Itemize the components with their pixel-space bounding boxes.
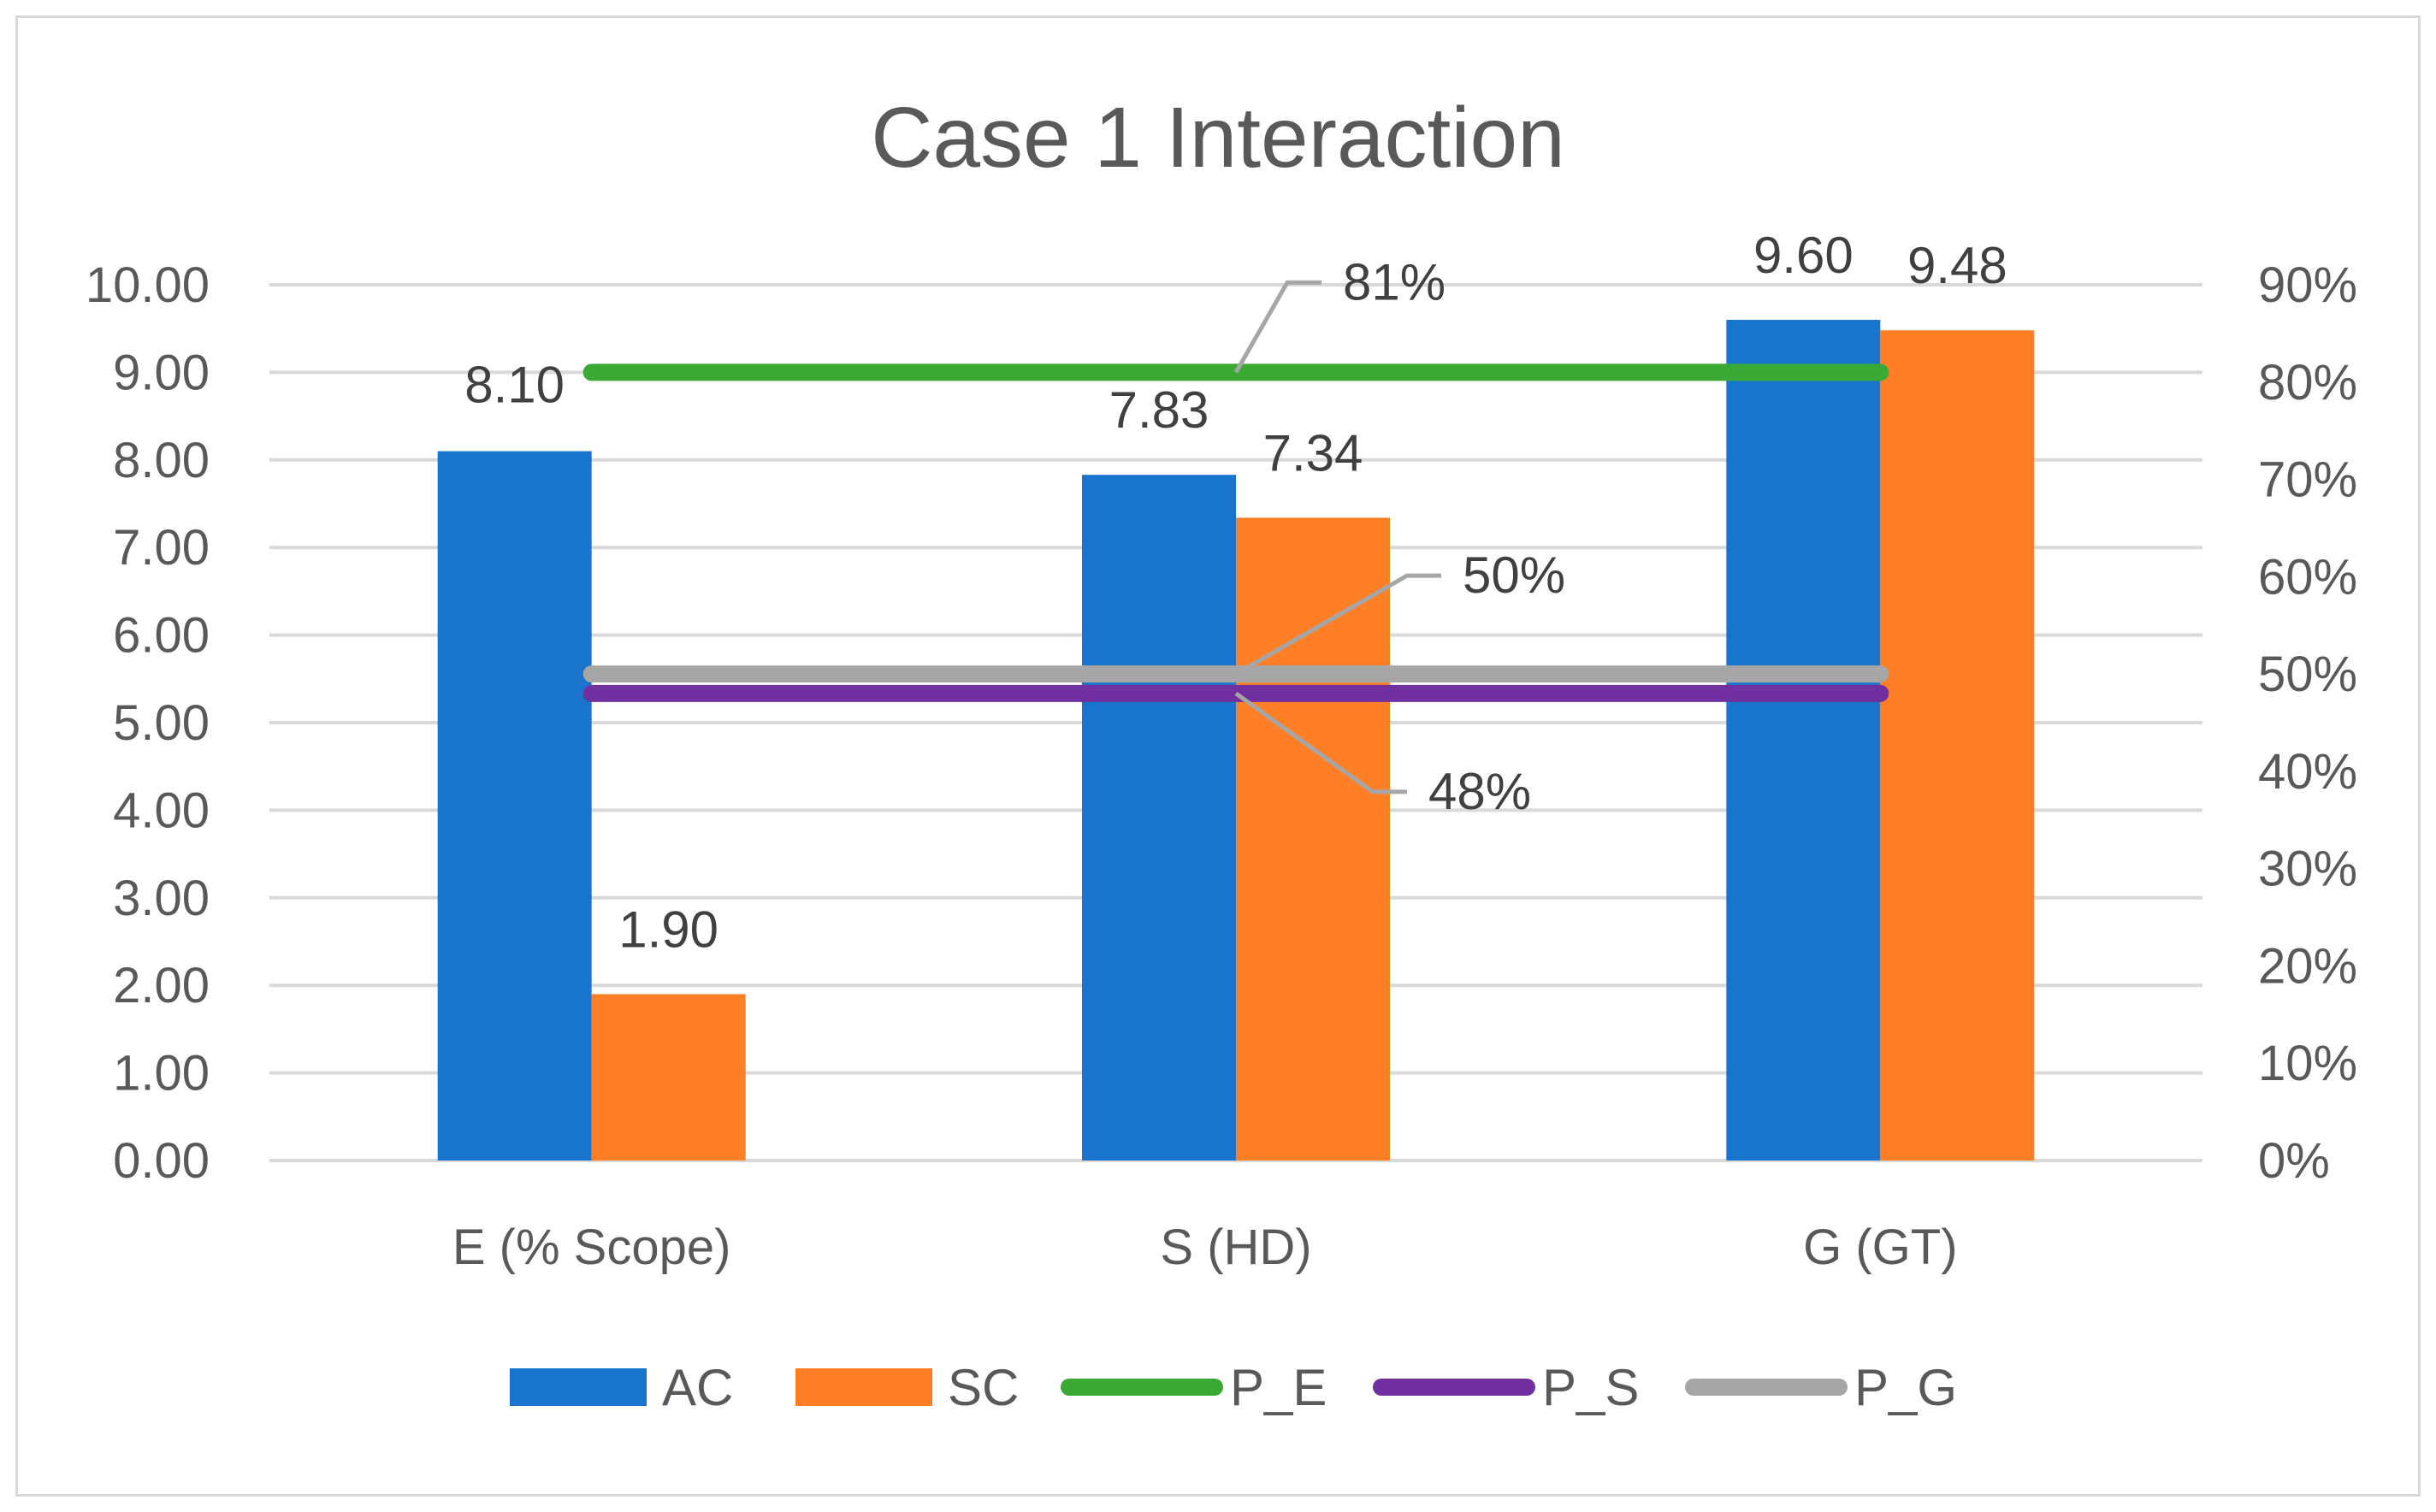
x-category-label: S (HD) (1160, 1220, 1311, 1275)
leader-line-p-g (1234, 573, 1441, 676)
legend: AC SC P_E P_S P_G (510, 1359, 1957, 1416)
legend-swatch-sc (795, 1368, 932, 1406)
data-label-sc: 7.34 (1263, 424, 1363, 481)
legend-label-p-s: P_S (1542, 1359, 1639, 1416)
y-left-tick-label: 5.00 (113, 695, 210, 751)
data-label-ac: 9.60 (1753, 227, 1854, 284)
bar-ac (1726, 319, 1881, 1161)
y-right-tick-label: 70% (2258, 452, 2357, 508)
data-label-sc: 9.48 (1907, 237, 2007, 294)
leader-line-p-s (1234, 691, 1407, 794)
bar-sc (591, 994, 746, 1161)
chart-title: Case 1 Interaction (871, 90, 1565, 186)
y-right-tick-label: 30% (2258, 842, 2357, 897)
legend-label-p-e: P_E (1230, 1359, 1327, 1416)
data-label-ac: 8.10 (464, 357, 565, 414)
bars (437, 319, 2035, 1161)
y-left-tick-label: 10.00 (86, 257, 210, 313)
y-left-tick-label: 8.00 (113, 433, 210, 488)
legend-label-ac: AC (662, 1359, 733, 1416)
y-right-tick-label: 50% (2258, 647, 2357, 702)
y-right-tick-label: 20% (2258, 938, 2357, 994)
data-label-ac: 7.83 (1109, 381, 1209, 439)
bar-sc (1236, 517, 1390, 1161)
x-category-label: G (GT) (1803, 1220, 1957, 1275)
y-left-tick-label: 2.00 (113, 958, 210, 1013)
bar-sc (1880, 330, 2035, 1161)
y-left-tick-label: 1.00 (113, 1046, 210, 1102)
y-right-tick-label: 90% (2258, 257, 2357, 313)
legend-label-p-g: P_G (1854, 1359, 1957, 1416)
data-label-sc: 1.90 (618, 901, 718, 958)
leader-line-p-e (1233, 280, 1321, 374)
line-label-p-e: 81% (1343, 253, 1446, 310)
y-left-tick-label: 4.00 (113, 783, 210, 838)
data-labels: 8.10 7.83 9.60 1.90 7.34 9.48 81% 48% 50% (464, 227, 2007, 958)
legend-label-sc: SC (948, 1359, 1019, 1416)
y-right-tick-label: 0% (2258, 1133, 2330, 1189)
line-label-p-g: 50% (1463, 546, 1565, 604)
bar-ac (437, 451, 592, 1161)
y-right-tick-label: 40% (2258, 744, 2357, 800)
x-category-label: E (% Scope) (452, 1220, 731, 1275)
y-right-tick-label: 10% (2258, 1036, 2357, 1091)
axes-labels: 0.00 1.00 2.00 3.00 4.00 5.00 6.00 7.00 8.00 9.00… (86, 257, 2357, 1275)
y-right-tick-label: 80% (2258, 355, 2357, 410)
y-right-tick-label: 60% (2258, 549, 2357, 605)
bar-ac (1082, 475, 1236, 1161)
legend-swatch-ac (510, 1368, 647, 1406)
y-left-tick-label: 7.00 (113, 520, 210, 576)
y-left-tick-label: 6.00 (113, 608, 210, 664)
y-left-tick-label: 0.00 (113, 1133, 210, 1189)
y-left-tick-label: 3.00 (113, 871, 210, 926)
line-label-p-s: 48% (1428, 763, 1531, 820)
y-left-tick-label: 9.00 (113, 345, 210, 400)
